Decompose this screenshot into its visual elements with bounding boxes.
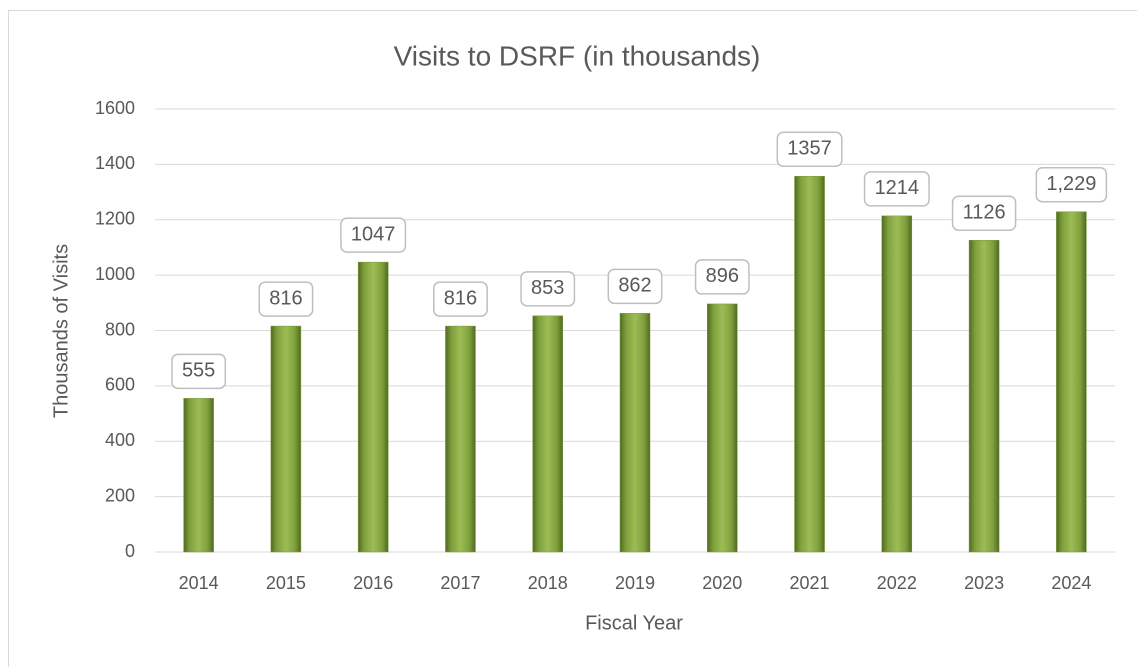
- y-tick-label: 1000: [95, 264, 135, 284]
- x-tick-label: 2016: [353, 573, 393, 593]
- bar: [183, 398, 214, 553]
- bar: [794, 176, 825, 553]
- chart-title: Visits to DSRF (in thousands): [394, 40, 761, 71]
- x-tick-label: 2019: [615, 573, 655, 593]
- bar: [532, 315, 563, 553]
- data-label-box: [951, 195, 1017, 231]
- x-tick-label: 2017: [440, 573, 480, 593]
- data-label: 816: [269, 287, 302, 309]
- data-label-box: [258, 281, 314, 317]
- x-axis-label: Fiscal Year: [585, 612, 683, 634]
- data-label: 1047: [351, 223, 396, 245]
- data-label: 555: [182, 360, 215, 382]
- x-tick-label: 2022: [877, 573, 917, 593]
- x-tick-label: 2024: [1051, 573, 1091, 593]
- data-label-box: [520, 271, 576, 307]
- y-tick-label: 600: [105, 375, 135, 395]
- y-tick-label: 200: [105, 485, 135, 505]
- bar: [1056, 211, 1087, 553]
- data-label-box: [1035, 166, 1108, 203]
- bar: [357, 261, 389, 553]
- y-tick-label: 1600: [95, 98, 135, 118]
- x-tick-label: 2023: [964, 573, 1004, 593]
- x-tick-label: 2014: [179, 573, 219, 593]
- x-tick-label: 2015: [266, 573, 306, 593]
- y-tick-label: 400: [105, 430, 135, 450]
- chart-frame: [8, 10, 1137, 667]
- bar: [619, 313, 651, 553]
- data-label-box: [607, 268, 663, 305]
- data-label: 896: [706, 265, 739, 287]
- y-axis-label: Thousands of Visits: [50, 244, 72, 418]
- y-tick-label: 1200: [95, 209, 135, 229]
- x-tick-label: 2021: [790, 573, 830, 593]
- x-tick-label: 2018: [528, 573, 568, 593]
- data-label-box: [863, 171, 930, 207]
- bar: [707, 303, 738, 553]
- data-label: 1214: [875, 177, 920, 199]
- data-label: 862: [618, 275, 651, 297]
- x-tick-label: 2020: [702, 573, 742, 593]
- y-tick-label: 1400: [95, 153, 135, 173]
- bar: [881, 215, 913, 553]
- data-label-box: [433, 281, 488, 317]
- data-label-box: [340, 217, 407, 253]
- data-label: 816: [444, 287, 477, 309]
- y-tick-label: 0: [125, 541, 135, 561]
- data-label-box: [694, 259, 750, 295]
- bar: [270, 325, 302, 553]
- bar: [445, 325, 476, 553]
- data-label: 1357: [787, 138, 832, 160]
- data-label: 1,229: [1046, 173, 1096, 195]
- data-label: 1126: [963, 202, 1006, 224]
- data-label: 853: [531, 277, 564, 299]
- bar: [968, 239, 1000, 553]
- y-tick-label: 800: [105, 319, 135, 339]
- data-label-box: [171, 353, 227, 390]
- data-label-box: [776, 131, 843, 168]
